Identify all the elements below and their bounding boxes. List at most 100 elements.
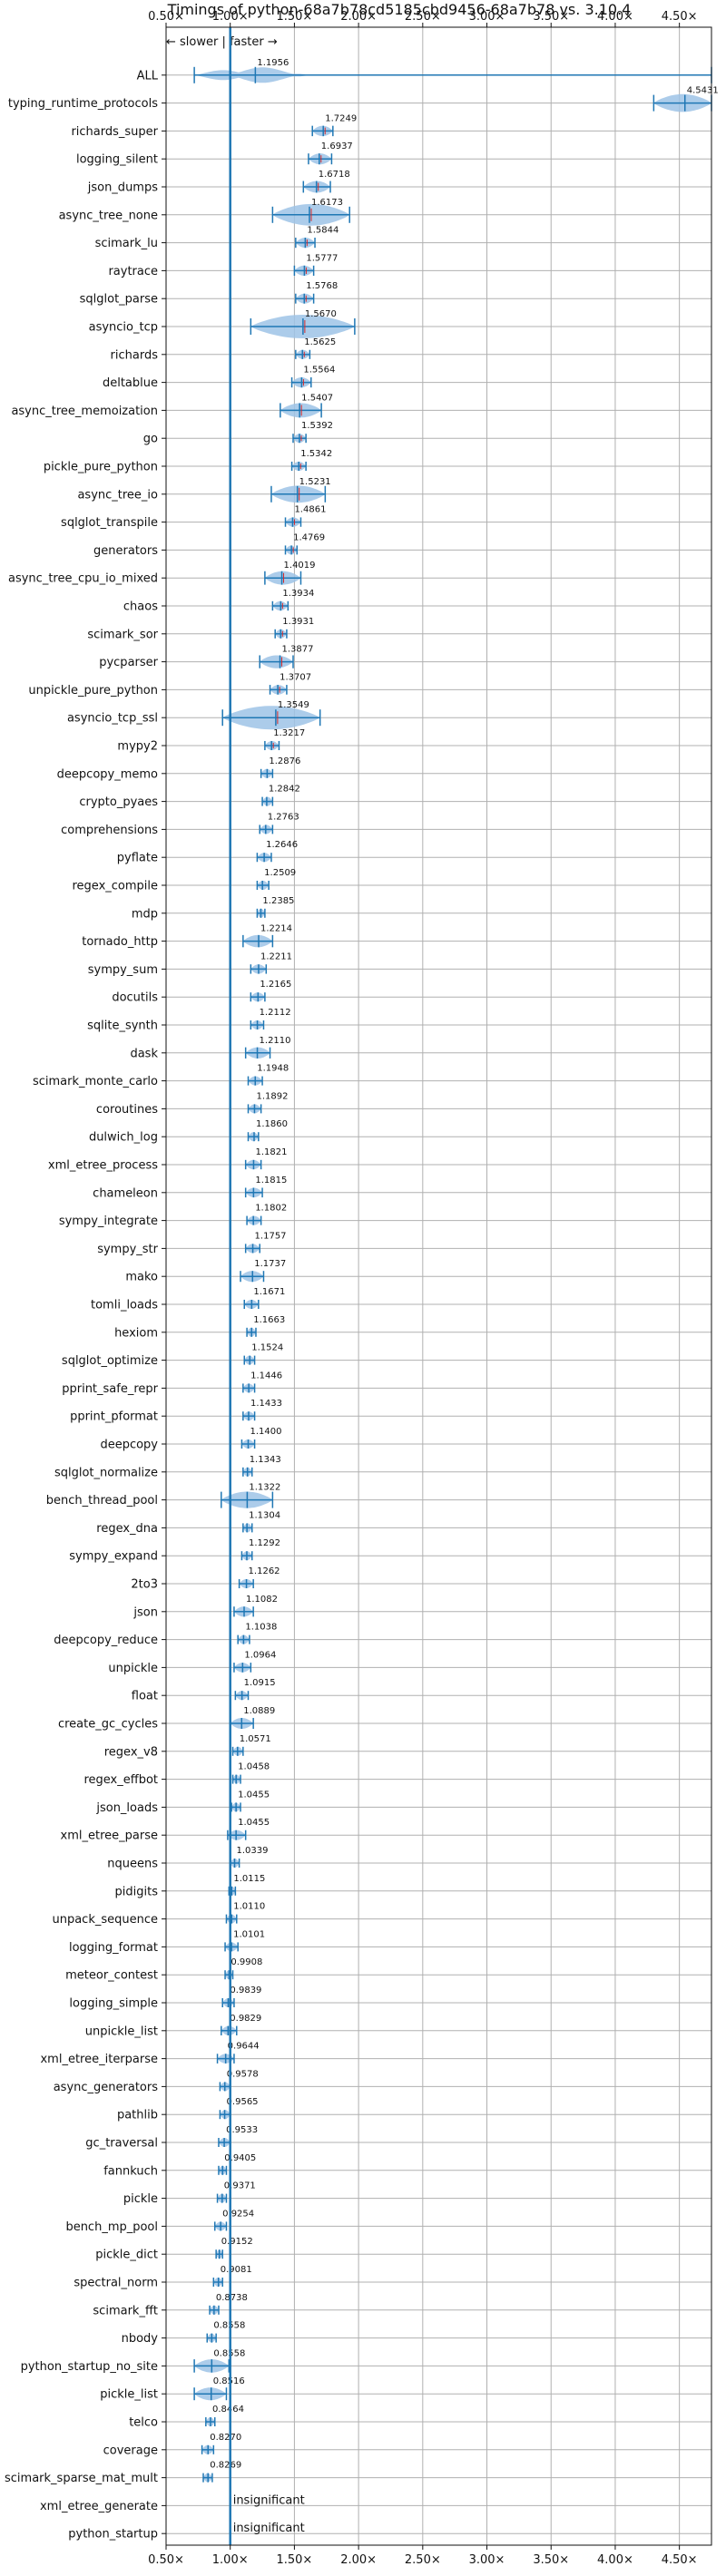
benchmark-label: asyncio_tcp <box>89 321 158 335</box>
benchmark-label: telco <box>129 2416 158 2430</box>
value-label: 0.9578 <box>227 2069 259 2079</box>
violin-group: 1.5670 <box>250 309 356 338</box>
violin-group: 1.2763 <box>259 812 299 834</box>
benchmark-label: comprehensions <box>61 824 158 837</box>
benchmark-label: pprint_pformat <box>70 1410 158 1424</box>
violin-group: 1.5625 <box>295 337 336 359</box>
violin-group: 1.5768 <box>295 281 338 304</box>
benchmark-label: unpickle_list <box>85 2025 158 2038</box>
value-label: 1.1892 <box>256 1091 288 1101</box>
value-label: 1.2385 <box>262 896 294 906</box>
benchmark-label: nbody <box>122 2332 159 2346</box>
violin-group: 1.3217 <box>264 728 305 751</box>
benchmark-label: async_tree_io <box>77 488 158 502</box>
value-label: 1.2211 <box>260 951 292 961</box>
value-label: 1.2214 <box>260 924 292 934</box>
benchmark-label: json_loads <box>95 1801 158 1815</box>
benchmark-label: unpickle_pure_python <box>28 684 158 698</box>
benchmark-label: pyflate <box>117 852 158 865</box>
violin-group: 1.1433 <box>242 1399 282 1421</box>
value-label: 1.2110 <box>260 1036 291 1046</box>
violin-group: 1.4019 <box>264 561 316 585</box>
benchmark-label: logging_simple <box>69 1997 158 2011</box>
value-label: 1.1737 <box>254 1259 286 1269</box>
benchmark-label: mako <box>125 1271 158 1284</box>
benchmark-label: scimark_lu <box>95 237 158 250</box>
benchmark-label: asyncio_tcp_ssl <box>67 712 158 726</box>
value-label: 0.9839 <box>230 1986 261 1995</box>
value-label: 1.7249 <box>325 113 357 123</box>
value-label: 0.9152 <box>221 2237 253 2247</box>
top-tick-label: 1.50× <box>276 10 312 24</box>
value-label: 1.0889 <box>243 1706 275 1716</box>
violin-group: 1.0889 <box>229 1706 275 1730</box>
benchmark-label: unpack_sequence <box>52 1913 158 1927</box>
benchmark-label: sqlite_synth <box>87 1020 158 1033</box>
violin-group: 0.9152 <box>215 2237 253 2259</box>
top-tick-label: 2.00× <box>340 10 377 24</box>
value-label: 1.1262 <box>249 1566 280 1576</box>
violin-group: 1.1322 <box>221 1483 280 1508</box>
benchmark-label: xml_etree_iterparse <box>40 2053 158 2066</box>
benchmark-label: scimark_monte_carlo <box>33 1075 158 1088</box>
violin-group: 0.9565 <box>219 2097 259 2120</box>
top-tick-label: 1.00× <box>212 10 249 24</box>
violin-group: 1.5564 <box>290 366 335 388</box>
violin-group: 1.1815 <box>244 1176 287 1198</box>
value-label: 1.6718 <box>319 170 350 180</box>
value-label: 1.0455 <box>238 1790 270 1800</box>
value-label: 0.9371 <box>224 2181 256 2191</box>
value-label: 1.6173 <box>311 198 343 208</box>
value-label: 1.2165 <box>260 980 291 990</box>
violin-group: 1.1400 <box>240 1427 282 1449</box>
violin-group: 1.1671 <box>243 1287 285 1310</box>
violin-group: 0.9533 <box>218 2125 258 2147</box>
plot-frame <box>165 26 712 2546</box>
violin-group: 1.5231 <box>270 477 331 503</box>
benchmark-label: bench_thread_pool <box>46 1494 158 1508</box>
value-label: 1.4769 <box>293 532 325 542</box>
benchmark-label: go <box>143 433 158 446</box>
value-label: 0.9829 <box>230 2014 261 2024</box>
benchmark-label: tornado_http <box>82 935 158 949</box>
benchmark-label: xml_etree_generate <box>40 2500 158 2513</box>
benchmark-label: pickle <box>123 2192 158 2206</box>
value-label: 1.3217 <box>273 728 305 738</box>
benchmark-label: pickle_dict <box>95 2249 158 2262</box>
value-label: 1.1821 <box>255 1147 287 1157</box>
violin-group: 4.5431 <box>652 86 719 112</box>
value-label: 0.9644 <box>228 2042 260 2052</box>
benchmark-label: spectral_norm <box>74 2277 158 2290</box>
violin-group: 1.2211 <box>250 951 292 974</box>
benchmark-label: mypy2 <box>117 740 158 754</box>
bottom-tick-label: 2.00× <box>340 2553 377 2567</box>
value-label: 1.3707 <box>280 672 311 682</box>
violin-group: 1.2165 <box>250 980 291 1002</box>
violin-group: 1.1802 <box>246 1204 287 1225</box>
violin-group: 0.8270 <box>201 2433 241 2454</box>
bottom-tick-label: 4.00× <box>597 2553 633 2567</box>
benchmark-label: sqlglot_transpile <box>61 516 158 530</box>
value-label: 1.1343 <box>250 1455 281 1465</box>
benchmark-label: chaos <box>123 600 158 614</box>
benchmark-label: pickle_list <box>100 2388 158 2402</box>
violin-group: 0.9829 <box>221 2014 261 2035</box>
benchmark-label: sqlglot_normalize <box>54 1466 158 1479</box>
violin-group: 1.1860 <box>247 1119 288 1142</box>
violin-group: 1.7249 <box>311 113 357 137</box>
violin-group: 0.9405 <box>218 2153 256 2175</box>
value-label: 1.1671 <box>253 1287 285 1297</box>
value-label: 1.5844 <box>307 226 338 236</box>
benchmark-label: richards_super <box>71 125 158 139</box>
benchmark-label: regex_effbot <box>83 1773 158 1787</box>
value-label: 1.3934 <box>282 589 314 599</box>
benchmark-label: sympy_str <box>97 1243 158 1256</box>
violin-group: 1.2646 <box>256 840 298 863</box>
value-label: 1.3877 <box>282 645 314 655</box>
benchmark-label: scimark_sparse_mat_mult <box>5 2472 158 2485</box>
violin-group: 0.9839 <box>221 1986 261 2007</box>
violin-group: 1.0571 <box>231 1734 271 1756</box>
violin-group: 1.1948 <box>247 1064 289 1086</box>
bottom-tick-label: 0.50× <box>148 2553 184 2567</box>
